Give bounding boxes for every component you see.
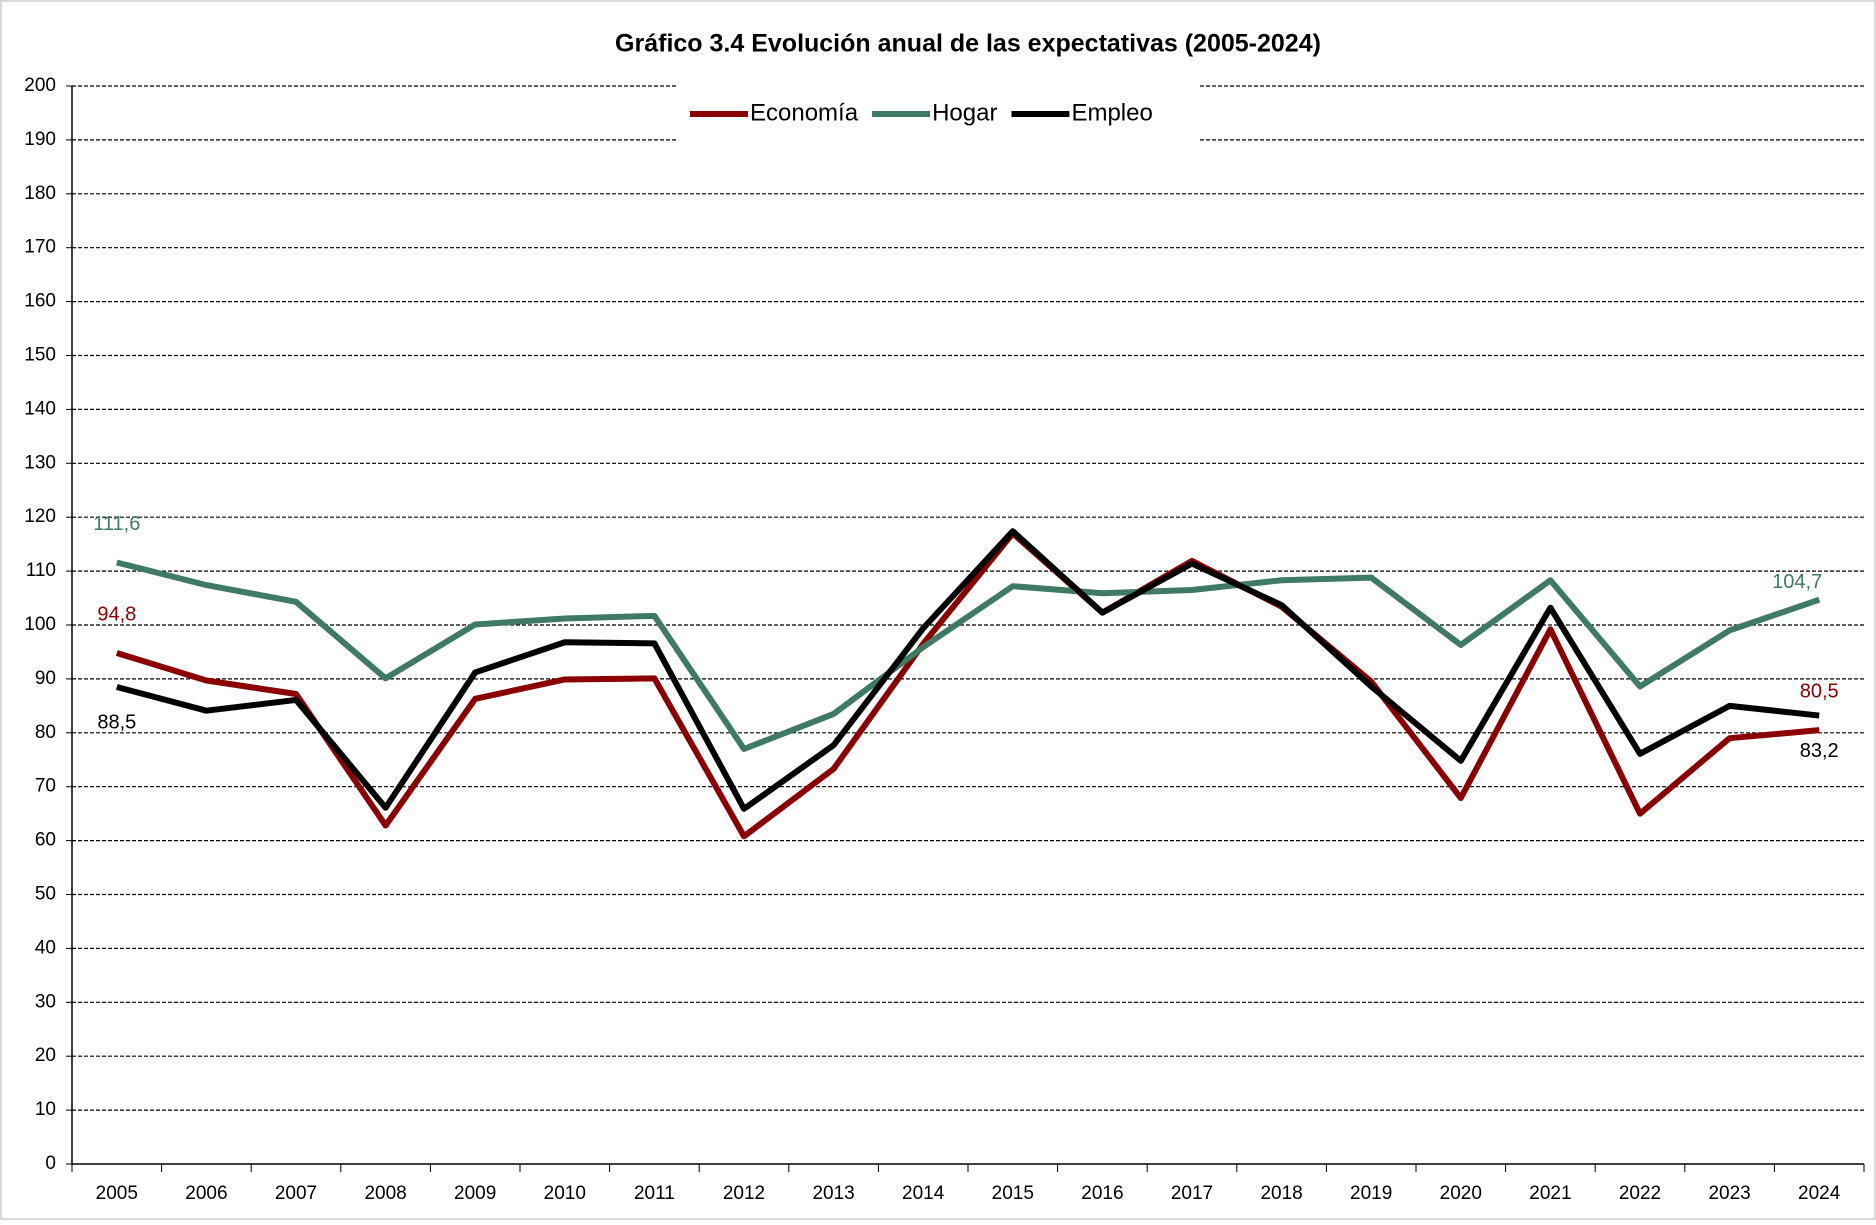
data-label: 111,6 (93, 513, 140, 535)
y-tick-label: 60 (35, 830, 56, 851)
x-tick-label: 2013 (812, 1183, 854, 1204)
y-tick-label: 140 (24, 398, 56, 419)
legend: Economía Hogar Empleo (676, 84, 1200, 142)
y-tick-label: 80 (35, 722, 56, 743)
series-line (116, 559, 1821, 752)
x-tick-label: 2017 (1171, 1183, 1213, 1204)
y-tick-label: 100 (24, 614, 56, 635)
data-label: 88,5 (97, 711, 136, 733)
y-tick-label: 0 (45, 1153, 56, 1174)
x-tick-label: 2005 (96, 1183, 138, 1204)
legend-label: Hogar (932, 99, 997, 126)
legend-label: Empleo (1071, 99, 1152, 126)
y-tick-label: 150 (24, 345, 56, 366)
x-tick-label: 2018 (1260, 1183, 1302, 1204)
x-tick-label: 2008 (364, 1183, 406, 1204)
y-tick-label: 200 (24, 75, 56, 96)
y-tick-label: 110 (26, 560, 56, 581)
grid: 0 10 20 30 40 50 60 70 80 90 100 110 120 130 140 150 160… (24, 75, 1865, 1204)
legend-label: Economía (750, 99, 859, 126)
x-tick-label: 2015 (992, 1183, 1034, 1204)
y-tick-label: 180 (24, 183, 56, 204)
y-tick-label: 160 (24, 291, 56, 312)
x-tick-label: 2011 (634, 1183, 675, 1204)
chart-title: Gráfico 3.4 Evolución anual de las expec… (615, 30, 1321, 58)
x-tick-label: 2014 (902, 1183, 945, 1204)
x-tick-label: 2022 (1619, 1183, 1661, 1204)
data-label: 83,2 (1800, 740, 1839, 762)
y-tick-label: 70 (35, 776, 56, 797)
y-tick-label: 190 (24, 129, 56, 150)
x-tick-label: 2009 (454, 1183, 496, 1204)
y-tick-label: 120 (24, 506, 56, 527)
y-tick-label: 130 (24, 452, 56, 473)
x-tick-label: 2023 (1708, 1183, 1750, 1204)
y-tick-label: 40 (35, 937, 56, 958)
y-tick-label: 30 (35, 991, 56, 1012)
x-tick-label: 2024 (1798, 1183, 1841, 1204)
x-tick-label: 2007 (275, 1183, 317, 1204)
data-label: 104,7 (1772, 571, 1822, 593)
x-tick-label: 2010 (544, 1183, 586, 1204)
x-tick-label: 2021 (1529, 1183, 1571, 1204)
y-tick-label: 50 (35, 884, 56, 905)
x-tick-label: 2006 (185, 1183, 227, 1204)
x-tick-label: 2012 (723, 1183, 765, 1204)
data-label: 80,5 (1800, 680, 1839, 702)
y-tick-label: 90 (35, 668, 56, 689)
x-tick-label: 2016 (1081, 1183, 1123, 1204)
plot-lines: 94,8 80,5 111,6 104,7 88,5 83,2 (93, 513, 1839, 840)
y-tick-label: 10 (35, 1099, 56, 1120)
x-tick-label: 2019 (1350, 1183, 1392, 1204)
y-tick-label: 20 (35, 1045, 56, 1066)
series-line (116, 528, 1820, 812)
series-line (115, 530, 1820, 840)
y-tick-label: 170 (24, 237, 56, 258)
data-label: 94,8 (97, 603, 136, 625)
legend-box (676, 84, 1200, 142)
x-tick-label: 2020 (1440, 1183, 1482, 1204)
